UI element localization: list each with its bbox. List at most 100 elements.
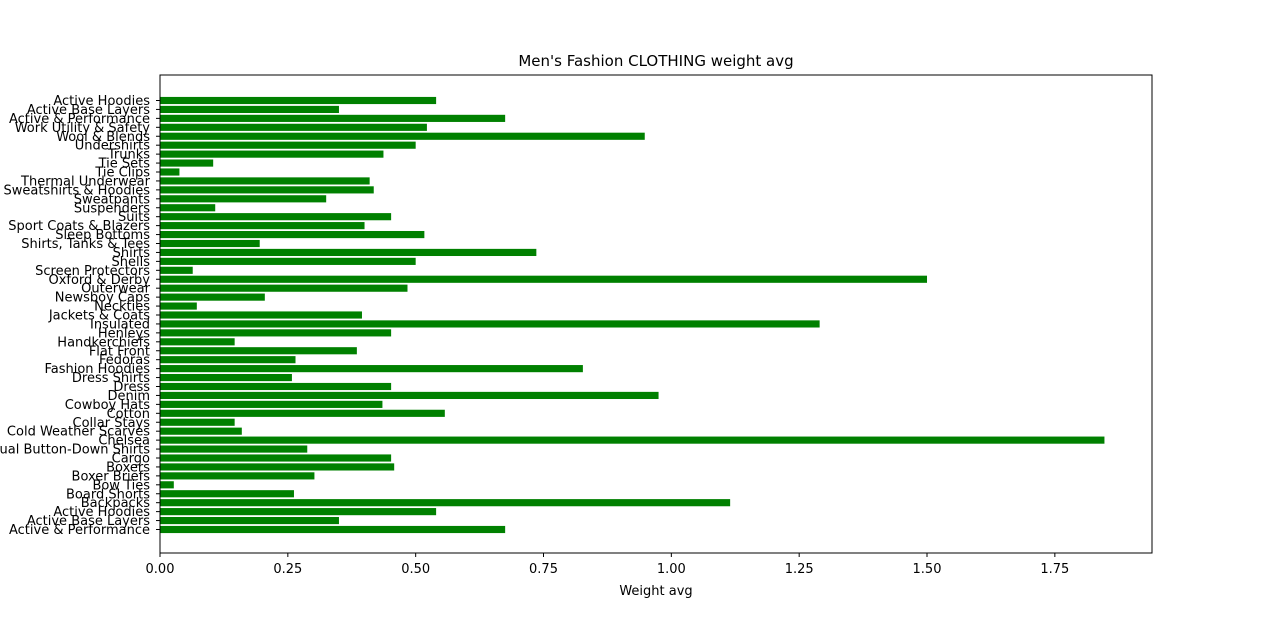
y-tick-label: Suits (118, 210, 150, 225)
bar (160, 391, 659, 400)
bar (160, 186, 374, 194)
bar (160, 239, 260, 248)
bar (160, 284, 408, 292)
y-tick-label: Cotton (107, 407, 150, 422)
y-tick-label: Newsboy Caps (55, 291, 150, 306)
y-tick-label: Flat Front (89, 344, 150, 359)
bar (160, 463, 395, 471)
y-tick-label: Tie Sets (98, 157, 151, 172)
y-tick-label: Boxers (106, 460, 150, 475)
bar (160, 275, 928, 283)
bar (160, 382, 392, 391)
bar (160, 311, 362, 319)
y-tick-label: Sweatshirts & Hoodies (3, 183, 150, 198)
y-tick-label: Oxford & Derby (48, 273, 150, 288)
y-tick-label: Collar Stays (73, 416, 151, 431)
x-tick-label: 0.00 (146, 562, 175, 577)
y-tick-label: Work Utility & Safety (15, 121, 151, 136)
y-tick-label: Sport Coats & Blazers (8, 219, 150, 234)
bar (160, 490, 294, 498)
y-tick-label: Shells (112, 255, 151, 270)
y-tick-label: Jackets & Coats (48, 309, 150, 324)
x-tick-label: 0.75 (529, 562, 558, 577)
bar (160, 516, 339, 525)
y-tick-label: Backpacks (81, 496, 150, 511)
bar (160, 418, 235, 426)
y-tick-label: Active & Performance (9, 112, 150, 127)
y-tick-label: Henleys (98, 326, 150, 341)
bar (160, 400, 383, 408)
x-tick-label: 0.50 (401, 562, 430, 577)
y-tick-label: Outerwear (81, 282, 151, 297)
x-tick-label: 1.25 (785, 562, 814, 577)
y-tick-label: Bow Ties (92, 478, 150, 493)
bars-group (160, 96, 1105, 534)
bar (160, 329, 392, 337)
y-tick-label: Shirts (113, 246, 151, 261)
bar (160, 114, 506, 122)
y-tick-label: Suspenders (74, 201, 150, 216)
bar (160, 373, 292, 382)
bar (160, 525, 506, 534)
y-tick-label: Active & Performance (9, 523, 150, 538)
bar (160, 356, 296, 364)
y-tick-label: Active Base Layers (27, 514, 150, 529)
bar (160, 427, 242, 435)
y-tick-label: Sleep Bottoms (55, 228, 150, 243)
bar (160, 150, 384, 158)
bar (160, 436, 1105, 444)
y-tick-label: Chelsea (98, 434, 150, 449)
y-tick-label: Undershirts (75, 139, 150, 154)
y-tick-label: Active Hoodies (53, 94, 150, 109)
plot-frame (159, 74, 1153, 554)
bar (160, 445, 308, 453)
chart-title: Men's Fashion CLOTHING weight avg (518, 52, 793, 70)
y-tick-label: Insulated (90, 317, 150, 332)
y-tick-label: Fashion Hoodies (44, 362, 150, 377)
y-tick-label: Neckties (94, 300, 150, 315)
y-tick-label: Dress Shirts (72, 371, 150, 386)
x-tick-label: 1.00 (657, 562, 686, 577)
bar (160, 213, 392, 221)
y-tick-label: Shirts, Tanks & Tees (21, 237, 150, 252)
bar (160, 266, 193, 274)
y-tick-label: Active Base Layers (27, 103, 150, 118)
bar (160, 508, 437, 516)
bar (160, 132, 645, 140)
y-tick-label: Handkerchiefs (57, 335, 150, 350)
bar (160, 230, 425, 239)
y-tick-label: Cold Weather Scarves (7, 425, 150, 440)
bar (160, 96, 437, 105)
bar (160, 177, 370, 185)
y-tick-label: Denim (107, 389, 150, 404)
bar (160, 105, 339, 114)
y-tick-label: Screen Protectors (35, 264, 150, 279)
bar (160, 123, 427, 131)
y-tick-label: Thermal Underwear (20, 174, 151, 189)
y-tick-label: Boxer Briefs (72, 469, 151, 484)
x-tick-label: 1.50 (913, 562, 942, 577)
y-tick-label: Active Hoodies (53, 505, 150, 520)
bar (160, 248, 537, 257)
x-axis-label: Weight avg (619, 584, 692, 599)
bar (160, 338, 235, 346)
y-tick-label: Casual Button-Down Shirts (0, 443, 150, 458)
bar (160, 499, 731, 507)
y-tick-label: Wool & Blends (56, 130, 150, 145)
bar (160, 347, 357, 355)
bar (160, 195, 327, 203)
bar (160, 222, 365, 230)
bar (160, 204, 216, 212)
y-tick-label: Sweatpants (74, 192, 151, 207)
bar (160, 320, 820, 328)
bar (160, 168, 180, 176)
bar (160, 293, 265, 301)
y-tick-label: Tie Clips (94, 166, 150, 181)
y-tick-label: Dress (113, 380, 150, 395)
bar (160, 302, 197, 310)
y-tick-label: Trunks (107, 148, 150, 163)
bar (160, 257, 416, 265)
bar (160, 481, 174, 489)
y-tick-label: Cowboy Hats (65, 398, 151, 413)
